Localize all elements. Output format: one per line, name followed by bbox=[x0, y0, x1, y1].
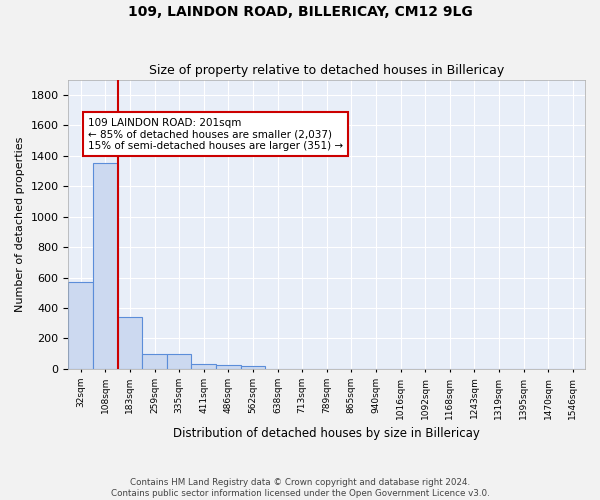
Bar bbox=[241, 366, 265, 369]
Title: Size of property relative to detached houses in Billericay: Size of property relative to detached ho… bbox=[149, 64, 505, 77]
Bar bbox=[68, 282, 93, 369]
Bar bbox=[93, 164, 118, 369]
Text: 109 LAINDON ROAD: 201sqm
← 85% of detached houses are smaller (2,037)
15% of sem: 109 LAINDON ROAD: 201sqm ← 85% of detach… bbox=[88, 118, 343, 151]
Bar bbox=[142, 354, 167, 369]
X-axis label: Distribution of detached houses by size in Billericay: Distribution of detached houses by size … bbox=[173, 427, 480, 440]
Bar bbox=[216, 365, 241, 369]
Text: 109, LAINDON ROAD, BILLERICAY, CM12 9LG: 109, LAINDON ROAD, BILLERICAY, CM12 9LG bbox=[128, 5, 472, 19]
Bar bbox=[167, 354, 191, 369]
Y-axis label: Number of detached properties: Number of detached properties bbox=[15, 136, 25, 312]
Text: Contains HM Land Registry data © Crown copyright and database right 2024.
Contai: Contains HM Land Registry data © Crown c… bbox=[110, 478, 490, 498]
Bar bbox=[191, 364, 216, 369]
Bar bbox=[118, 317, 142, 369]
